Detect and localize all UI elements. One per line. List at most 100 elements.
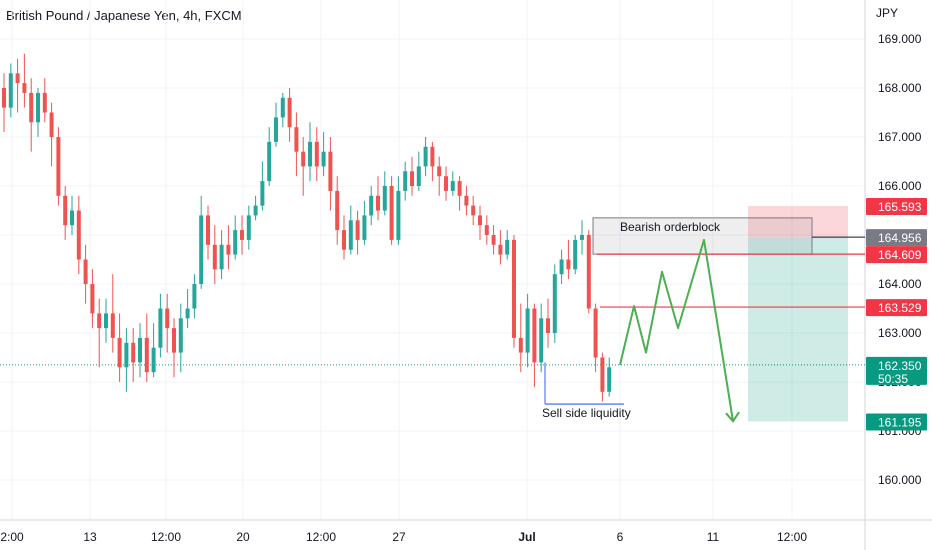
- candle-body: [607, 367, 612, 392]
- candle-body: [484, 225, 489, 235]
- x-tick-label: 6: [617, 530, 624, 544]
- projection-path: [619, 238, 734, 422]
- ob-bottom-price-tag: 164.609: [878, 248, 922, 262]
- x-tick-label: 12:00: [306, 530, 336, 544]
- y-tick-label: 164.000: [878, 277, 922, 291]
- orderblock-label: Bearish orderblock: [620, 220, 721, 234]
- candle-body: [151, 347, 156, 373]
- stop-price-tag: 165.593: [878, 200, 922, 214]
- candle-body: [110, 313, 115, 338]
- y-tick-label: 160.000: [878, 473, 922, 487]
- x-tick-label: 12:00: [777, 530, 807, 544]
- y-axis-unit: JPY: [876, 6, 899, 20]
- candle-body: [29, 92, 34, 123]
- last-price-tag: 162.350: [878, 359, 922, 373]
- candle-body: [314, 141, 319, 167]
- candle-body: [518, 337, 523, 353]
- level-price-tag-bg: [866, 299, 927, 317]
- candle-body: [437, 166, 442, 177]
- candle-body: [233, 230, 238, 255]
- candle-body: [552, 274, 557, 333]
- candle-body: [580, 235, 584, 240]
- candle-body: [464, 195, 469, 206]
- y-tick-label: 167.000: [878, 130, 922, 144]
- candle-body: [178, 318, 183, 353]
- candle-body: [212, 244, 217, 270]
- candle-body: [158, 308, 163, 348]
- candle-body: [410, 171, 414, 186]
- candle-body: [63, 195, 68, 226]
- candle-body: [42, 92, 47, 113]
- take-profit-zone: [748, 237, 848, 422]
- candle-body: [144, 337, 149, 373]
- candle-body: [226, 244, 231, 255]
- candle-body: [172, 328, 176, 353]
- x-tick-label: 20: [236, 530, 250, 544]
- candle-body: [444, 176, 448, 191]
- y-tick-label: 166.000: [878, 179, 922, 193]
- candle-body: [382, 186, 387, 211]
- candle-body: [240, 230, 244, 240]
- candle-body: [131, 342, 136, 363]
- candle-body: [83, 259, 88, 284]
- candle-body: [389, 186, 394, 240]
- target-price-tag-bg: [866, 413, 927, 431]
- candle-body: [267, 141, 272, 182]
- candle-body: [355, 220, 360, 240]
- stop-loss-zone: [748, 205, 848, 238]
- y-tick-label: 163.000: [878, 326, 922, 340]
- candle-body: [260, 181, 265, 206]
- candle-body: [512, 239, 516, 338]
- candle-body: [165, 308, 170, 329]
- candle-body: [430, 146, 435, 167]
- candle-body: [539, 318, 544, 363]
- target-price-tag: 161.195: [878, 415, 922, 429]
- candle-body: [219, 244, 224, 270]
- candle-body: [328, 151, 333, 191]
- candle-body: [104, 313, 108, 329]
- candle-body: [593, 308, 598, 358]
- candle-body: [36, 92, 40, 123]
- candle-body: [532, 308, 537, 363]
- candle-body: [348, 220, 353, 250]
- candle-body: [76, 210, 81, 260]
- x-tick-label: Jul: [518, 530, 535, 544]
- candle-body: [294, 127, 299, 152]
- candle-body: [49, 112, 54, 137]
- candle-body: [2, 88, 6, 108]
- candle-body: [124, 342, 129, 368]
- candle-body: [56, 137, 61, 196]
- candle-body: [192, 284, 197, 309]
- candle-body: [301, 151, 306, 167]
- candle-body: [274, 117, 278, 142]
- candle-body: [525, 308, 530, 353]
- x-tick-label: 2:00: [0, 530, 24, 544]
- candle-body: [8, 73, 13, 108]
- last-price-tag-bg: [866, 356, 927, 385]
- candle-body: [138, 337, 142, 363]
- entry-price-tag-bg: [866, 229, 927, 247]
- candle-body: [22, 83, 27, 93]
- x-tick-label: 11: [707, 530, 720, 544]
- candle-body: [396, 190, 401, 240]
- candle-body: [376, 195, 380, 211]
- candle-body: [559, 259, 564, 275]
- candle-body: [491, 235, 496, 245]
- candle-body: [416, 166, 421, 186]
- candle-body: [90, 284, 95, 314]
- x-tick-label: 12:00: [151, 530, 181, 544]
- candle-body: [117, 337, 122, 368]
- candle-body: [566, 259, 571, 270]
- chart-title: British Pound / Japanese Yen, 4h, FXCM: [6, 8, 242, 23]
- candle-body: [478, 215, 482, 226]
- candle-body: [287, 97, 292, 128]
- candle-body: [70, 210, 74, 226]
- candle-body: [369, 195, 374, 216]
- ob-bottom-price-tag-bg: [866, 246, 927, 264]
- x-tick-label: 27: [392, 530, 406, 544]
- stop-price-tag-bg: [866, 197, 927, 215]
- y-tick-label: 169.000: [878, 32, 922, 46]
- level-price-tag: 163.529: [878, 301, 922, 315]
